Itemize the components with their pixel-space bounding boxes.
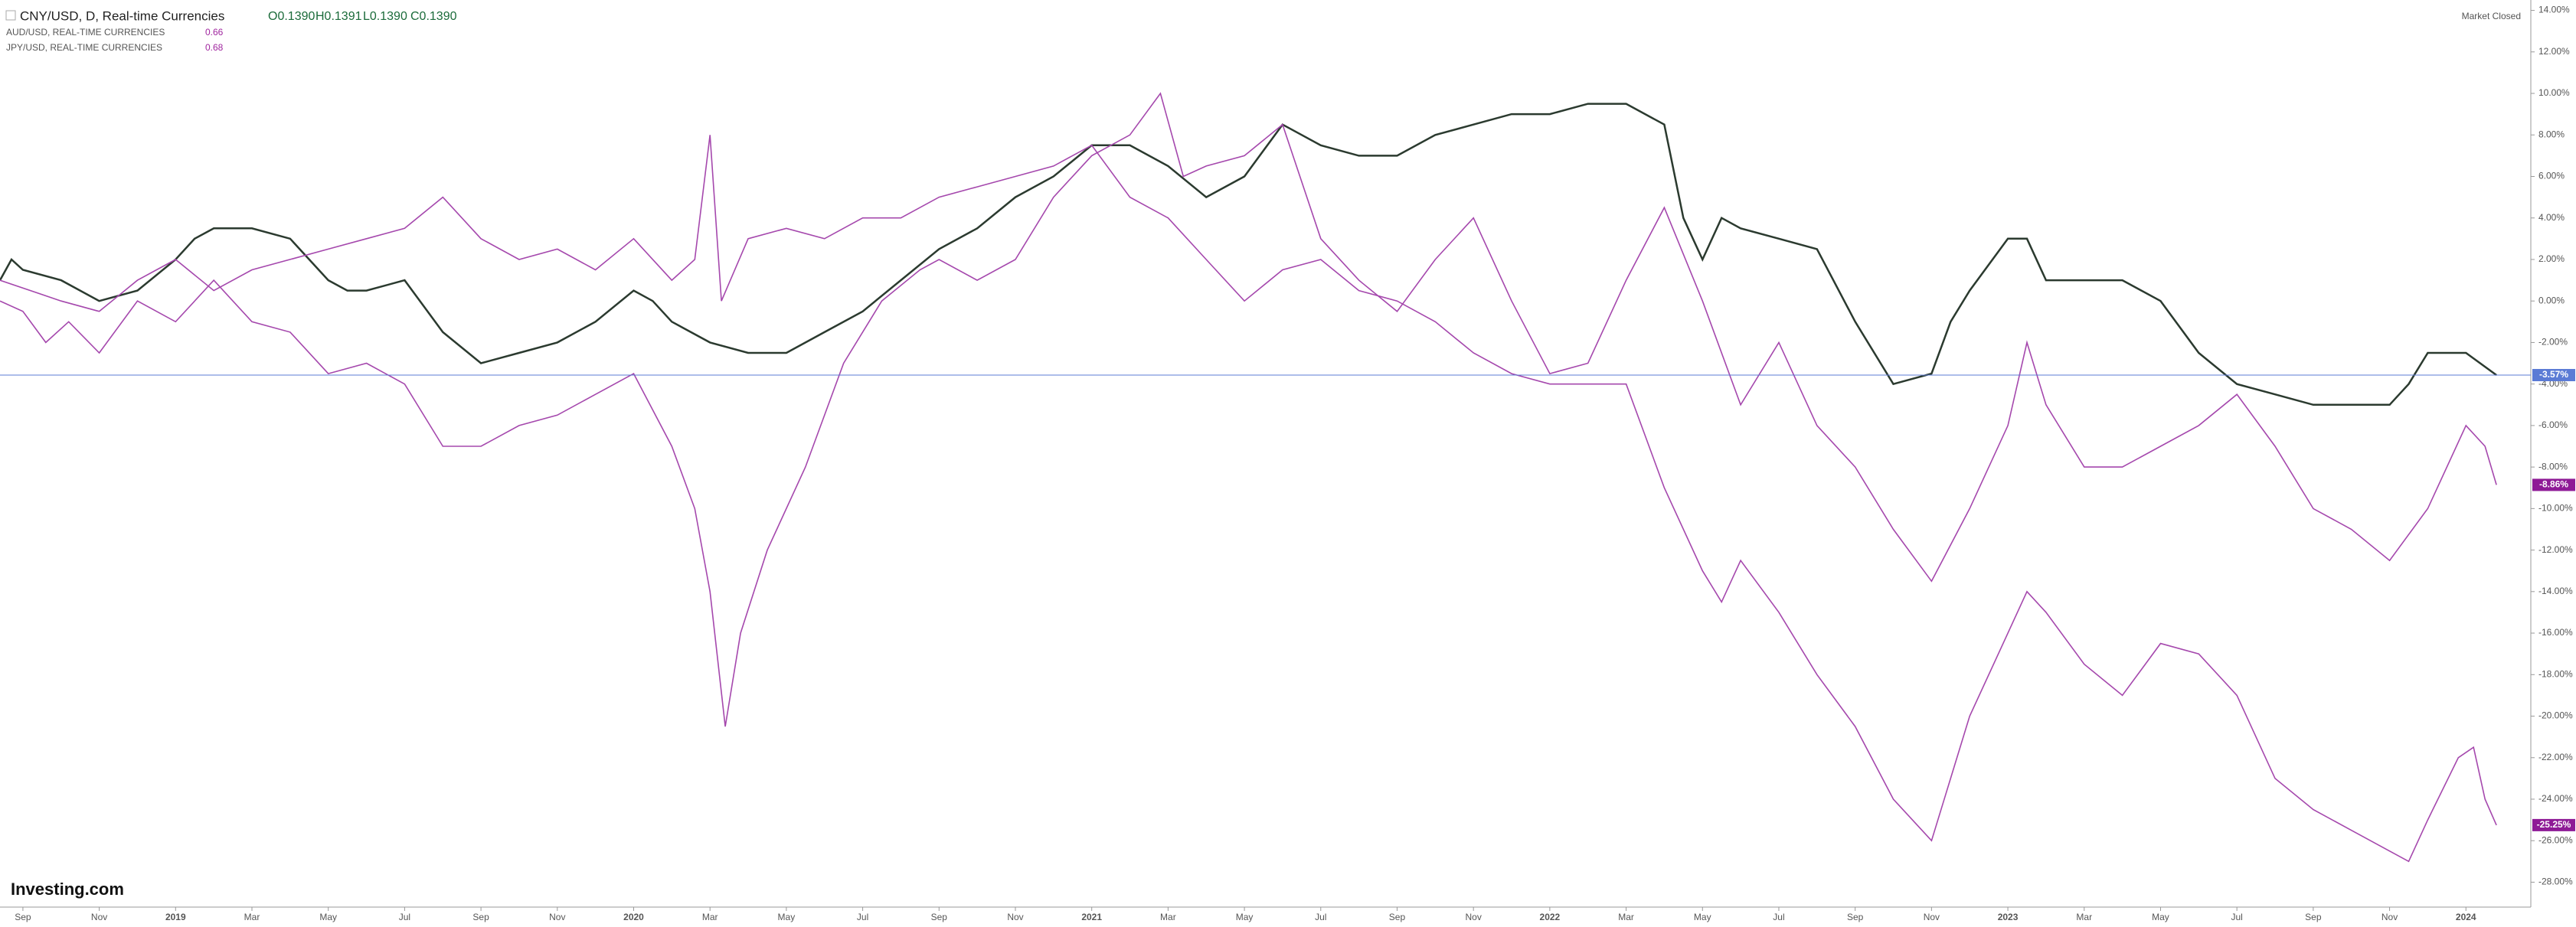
y-tick-label: -22.00% xyxy=(2538,752,2573,762)
x-tick-label: 2023 xyxy=(1998,912,2019,922)
y-tick-label: 2.00% xyxy=(2538,253,2565,264)
last-price-box xyxy=(2532,818,2575,831)
y-tick-label: -2.00% xyxy=(2538,337,2568,348)
last-price-label: -25.25% xyxy=(2537,819,2571,830)
x-tick-label: Sep xyxy=(2305,912,2322,922)
y-tick-label: -6.00% xyxy=(2538,419,2568,430)
x-tick-label: Mar xyxy=(2076,912,2092,922)
last-price-label: -3.57% xyxy=(2539,369,2568,380)
legend-entry[interactable]: AUD/USD, REAL-TIME CURRENCIES xyxy=(6,27,165,38)
x-tick-label: Nov xyxy=(1466,912,1482,922)
brand-logo: Investing.com xyxy=(11,880,124,899)
x-tick-label: 2020 xyxy=(623,912,644,922)
y-tick-label: -14.00% xyxy=(2538,586,2573,596)
x-tick-label: May xyxy=(1236,912,1254,922)
x-tick-label: 2021 xyxy=(1081,912,1102,922)
x-tick-label: 2024 xyxy=(2456,912,2476,922)
y-tick-label: 14.00% xyxy=(2538,5,2570,15)
ohlc-open: O0.1390 xyxy=(268,10,315,23)
x-tick-label: Jul xyxy=(1773,912,1784,922)
x-tick-label: Jul xyxy=(1315,912,1326,922)
x-tick-label: Sep xyxy=(472,912,489,922)
y-tick-label: 10.00% xyxy=(2538,87,2570,98)
y-tick-label: 0.00% xyxy=(2538,295,2565,305)
last-price-box xyxy=(2532,478,2575,491)
x-tick-label: Nov xyxy=(1924,912,1940,922)
x-tick-label: Jul xyxy=(399,912,410,922)
x-tick-label: 2022 xyxy=(1540,912,1561,922)
last-price-box xyxy=(2532,368,2575,381)
y-tick-label: -18.00% xyxy=(2538,668,2573,679)
x-tick-label: Mar xyxy=(244,912,260,922)
y-tick-label: -28.00% xyxy=(2538,876,2573,887)
y-tick-label: 4.00% xyxy=(2538,212,2565,223)
x-tick-label: Sep xyxy=(15,912,31,922)
y-tick-label: -12.00% xyxy=(2538,544,2573,555)
x-tick-label: Nov xyxy=(549,912,565,922)
y-tick-label: -8.00% xyxy=(2538,461,2568,472)
ohlc-low: L0.1390 xyxy=(363,10,407,23)
y-tick-label: 8.00% xyxy=(2538,129,2565,139)
collapse-icon[interactable] xyxy=(5,10,16,21)
x-tick-label: May xyxy=(1694,912,1711,922)
x-tick-label: Nov xyxy=(1007,912,1023,922)
x-tick-label: May xyxy=(319,912,337,922)
x-tick-label: Mar xyxy=(1160,912,1176,922)
series-line xyxy=(0,103,2497,406)
ohlc-high: H0.1391 xyxy=(315,10,362,23)
series-line xyxy=(0,92,2497,727)
x-tick-label: Nov xyxy=(2381,912,2398,922)
legend-entry[interactable]: JPY/USD, REAL-TIME CURRENCIES xyxy=(6,42,162,53)
market-status: Market Closed xyxy=(2462,11,2521,21)
x-tick-label: Nov xyxy=(91,912,107,922)
x-tick-label: 2019 xyxy=(165,912,186,922)
main-series-title: CNY/USD, D, Real-time Currencies xyxy=(20,8,224,23)
legend-price: 0.66 xyxy=(205,27,224,38)
x-tick-label: Sep xyxy=(1389,912,1406,922)
series-line xyxy=(0,135,2497,863)
y-tick-label: -20.00% xyxy=(2538,710,2573,721)
y-tick-label: 12.00% xyxy=(2538,46,2570,57)
x-tick-label: Jul xyxy=(857,912,868,922)
y-tick-label: -26.00% xyxy=(2538,834,2573,845)
x-tick-label: Jul xyxy=(2231,912,2242,922)
x-tick-label: Sep xyxy=(1847,912,1864,922)
y-tick-label: -24.00% xyxy=(2538,793,2573,804)
x-tick-label: Sep xyxy=(931,912,948,922)
x-tick-label: May xyxy=(2152,912,2169,922)
x-tick-label: May xyxy=(778,912,796,922)
legend-price: 0.68 xyxy=(205,42,224,53)
y-tick-label: -10.00% xyxy=(2538,503,2573,514)
x-tick-label: Mar xyxy=(1618,912,1634,922)
last-price-label: -8.86% xyxy=(2539,479,2568,490)
y-tick-label: -16.00% xyxy=(2538,627,2573,638)
ohlc-close: C0.1390 xyxy=(410,10,457,23)
x-tick-label: Mar xyxy=(702,912,718,922)
y-tick-label: 6.00% xyxy=(2538,171,2565,181)
